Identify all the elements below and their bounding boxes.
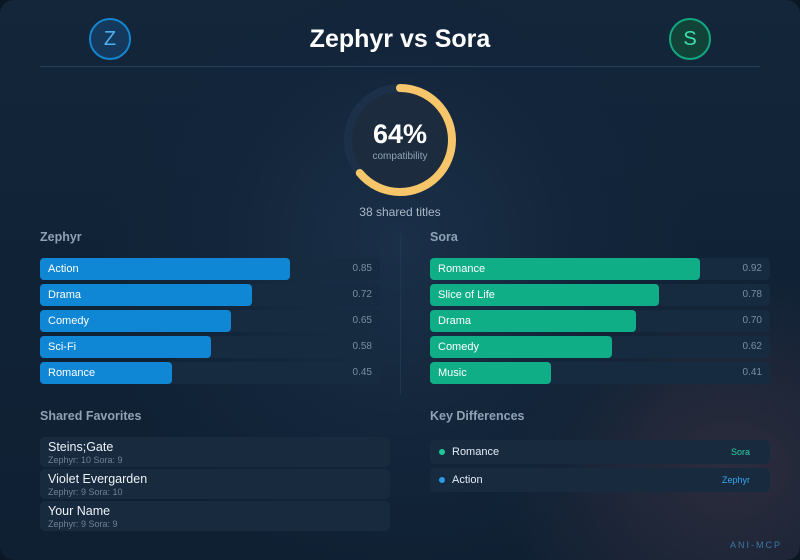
shared-favorite-item[interactable]: Your Name Zephyr: 9 Sora: 9 [40,501,390,531]
genre-bar-fill [430,362,551,384]
genre-bar-value: 0.70 [742,315,762,326]
genre-bar-value: 0.62 [742,341,762,352]
genre-bar-row[interactable]: Comedy 0.65 [40,310,380,332]
difference-owner: Zephyr [721,475,750,485]
gauge-fill [344,84,456,196]
genre-bar-fill [40,362,173,384]
compatibility-gauge: 64% compatibility [343,83,457,197]
key-difference-item[interactable]: Action Zephyr [430,468,770,492]
shared-favorite-item[interactable]: Violet Evergarden Zephyr: 9 Sora: 10 [40,469,390,499]
genre-bar-label: Sci-Fi [48,341,77,353]
genre-bar-value: 0.78 [742,289,762,300]
genre-bar-fill [40,284,252,306]
page-title: Zephyr vs Sora [309,25,491,53]
header: Z Zephyr vs Sora S [40,18,760,67]
genre-bar-row[interactable]: Drama 0.72 [40,284,380,306]
genre-bar-label: Drama [48,289,82,301]
genre-bar-fill [430,284,660,306]
key-differences-list: Romance Sora Action Zephyr [430,440,770,496]
shared-favorite-item[interactable]: Steins;Gate Zephyr: 10 Sora: 9 [40,437,390,467]
genre-bar-row[interactable]: Sci-Fi 0.58 [40,336,380,358]
compatibility-caption: compatibility [372,150,428,162]
genre-bar-label: Comedy [48,315,89,327]
favorite-scores: Zephyr: 9 Sora: 10 [48,487,123,497]
genre-bar-value: 0.58 [352,341,372,352]
genre-bar-fill [40,258,290,280]
gauge-ring [344,84,456,196]
sora-genres-heading: Sora [430,230,458,244]
favorite-title: Violet Evergarden [48,472,148,486]
genre-bar-label: Drama [438,315,472,327]
key-difference-item[interactable]: Romance Sora [430,440,770,464]
avatar-sora[interactable]: S [669,18,711,60]
zephyr-genres-heading: Zephyr [40,230,82,244]
genre-bar-fill [430,310,636,332]
difference-genre: Action [452,474,483,486]
favorite-title: Steins;Gate [48,440,114,454]
favorite-title: Your Name [48,504,111,518]
avatar-zephyr[interactable]: Z [89,18,131,60]
genre-bar-label: Action [48,263,79,275]
genre-bar-row[interactable]: Romance 0.92 [430,258,770,280]
shared-favorites-list: Steins;Gate Zephyr: 10 Sora: 9 Violet Ever… [40,437,390,533]
genre-bar-value: 0.92 [742,263,762,274]
genre-bar-row[interactable]: Drama 0.70 [430,310,770,332]
favorite-scores: Zephyr: 10 Sora: 9 [48,455,123,465]
sora-genre-bars: Romance 0.92 Slice of Life 0.78 Drama 0.70 Com… [430,258,770,388]
genre-bar-row[interactable]: Romance 0.45 [40,362,380,384]
genre-bar-fill [430,258,701,280]
key-differences-heading: Key Differences [430,409,525,423]
genre-bar-row[interactable]: Slice of Life 0.78 [430,284,770,306]
genre-bar-value: 0.85 [352,263,372,274]
avatar-sora-initial: S [683,27,697,50]
column-divider [400,233,401,395]
shared-favorites-heading: Shared Favorites [40,409,142,423]
genre-bar-fill [430,336,613,358]
genre-bar-label: Romance [438,263,486,275]
avatar-zephyr-initial: Z [103,27,117,50]
genre-bar-row[interactable]: Action 0.85 [40,258,380,280]
genre-bar-value: 0.41 [742,367,762,378]
shared-titles-count: 38 shared titles [359,205,441,219]
zephyr-genre-bars: Action 0.85 Drama 0.72 Comedy 0.65 Sci-Fi 0.58 R… [40,258,380,388]
difference-dot-icon [439,449,445,455]
genre-bar-value: 0.72 [352,289,372,300]
brand-label: ANI-MCP [730,540,782,550]
genre-bar-label: Romance [48,367,96,379]
compatibility-percent: 64% [372,118,428,149]
favorite-scores: Zephyr: 9 Sora: 9 [48,519,118,529]
genre-bar-label: Music [438,367,467,379]
difference-owner: Sora [730,447,750,457]
genre-bar-label: Slice of Life [438,289,495,301]
genre-bar-row[interactable]: Comedy 0.62 [430,336,770,358]
genre-bar-value: 0.45 [352,367,372,378]
difference-genre: Romance [452,446,500,458]
difference-dot-icon [439,477,445,483]
genre-bar-fill [40,336,211,358]
genre-bar-row[interactable]: Music 0.41 [430,362,770,384]
genre-bar-value: 0.65 [352,315,372,326]
genre-bar-fill [40,310,232,332]
genre-bar-label: Comedy [438,341,479,353]
